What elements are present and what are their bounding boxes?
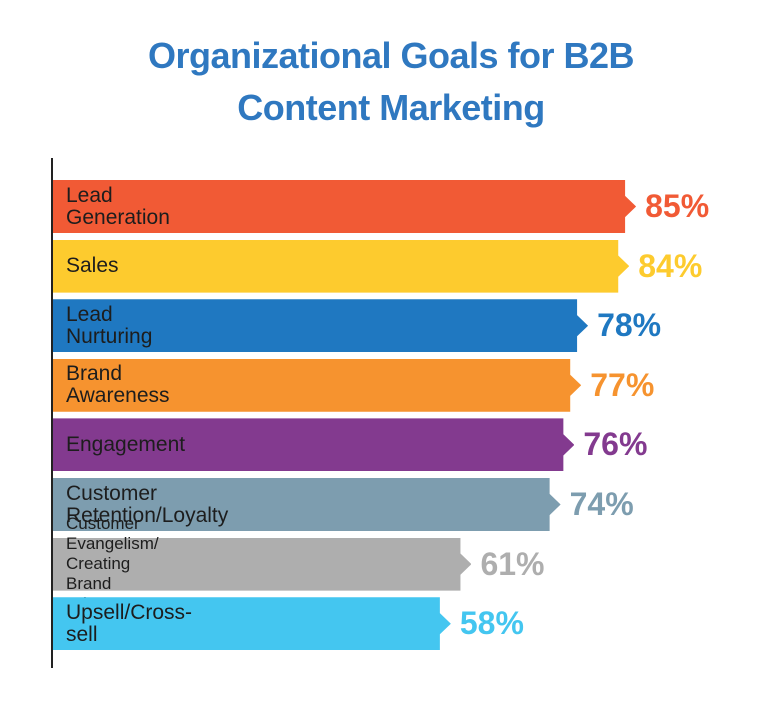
category-label: Upsell/Cross-sell xyxy=(66,600,193,646)
value-label: 77% xyxy=(590,366,655,403)
axis-line xyxy=(51,158,53,668)
value-label: 76% xyxy=(583,426,648,463)
category-label: Brand Awareness xyxy=(66,362,170,408)
value-label: 61% xyxy=(480,545,545,582)
category-label: Sales xyxy=(66,254,119,278)
bar xyxy=(53,478,561,531)
bar xyxy=(53,299,588,352)
bar xyxy=(53,418,574,471)
value-label: 58% xyxy=(459,605,524,642)
bar xyxy=(53,359,581,412)
category-label: Customer Evangelism/ Creating Brand Advo… xyxy=(66,514,159,613)
value-label: 78% xyxy=(597,307,662,344)
category-label: Lead Nurturing xyxy=(66,302,153,348)
category-label: Customer Retention/Loyalty xyxy=(66,481,229,527)
bar xyxy=(53,597,451,650)
value-label: 85% xyxy=(645,188,710,224)
category-label: Engagement xyxy=(66,432,186,456)
value-label: 84% xyxy=(638,247,703,284)
bar xyxy=(53,240,629,293)
value-label: 74% xyxy=(569,486,634,522)
category-label: Lead Generation xyxy=(66,183,170,229)
bar xyxy=(53,538,471,591)
bar xyxy=(53,180,636,233)
chart-title: Organizational Goals for B2B Content Mar… xyxy=(147,35,635,128)
